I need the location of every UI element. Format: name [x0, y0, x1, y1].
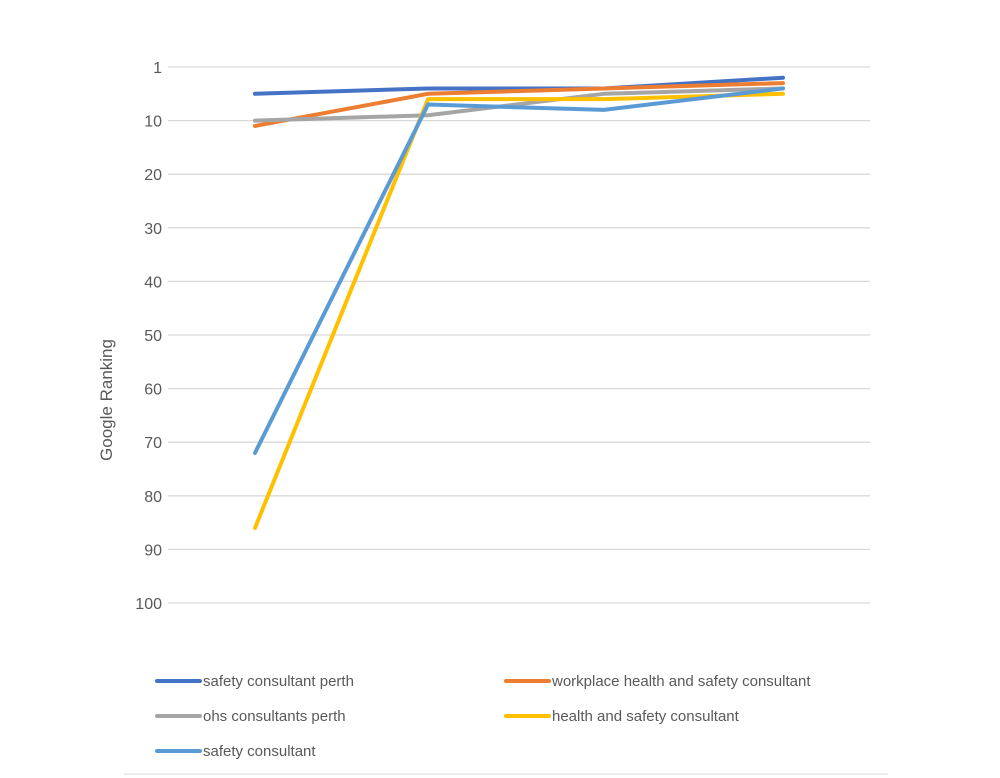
y-tick-label: 60 [144, 382, 162, 399]
legend-item: workplace health and safety consultant [504, 673, 811, 690]
y-tick-label: 90 [144, 542, 162, 559]
y-tick-label: 10 [144, 114, 162, 131]
legend-label: safety consultant [203, 743, 316, 760]
legend-label: health and safety consultant [552, 708, 740, 725]
y-tick-label: 50 [144, 328, 162, 345]
y-tick-label: 1 [153, 60, 162, 77]
legend-item: safety consultant perth [155, 673, 354, 690]
legend-item: safety consultant [155, 743, 316, 760]
y-tick-label: 100 [135, 596, 162, 613]
legend-label: ohs consultants perth [203, 708, 346, 725]
legend-label: safety consultant perth [203, 673, 354, 690]
legend-item: health and safety consultant [504, 708, 740, 725]
series-line [253, 91, 785, 530]
series-line [253, 75, 785, 96]
y-tick-label: 30 [144, 221, 162, 238]
series-line [253, 86, 785, 455]
legend-label: workplace health and safety consultant [551, 673, 811, 690]
y-tick-label: 80 [144, 489, 162, 506]
legend-item: ohs consultants perth [155, 708, 346, 725]
series-line [253, 86, 785, 123]
y-tick-label: 40 [144, 274, 162, 291]
y-tick-label: 70 [144, 435, 162, 452]
y-axis-label: Google Ranking [97, 339, 116, 461]
y-tick-label: 20 [144, 167, 162, 184]
series-line [253, 81, 785, 128]
